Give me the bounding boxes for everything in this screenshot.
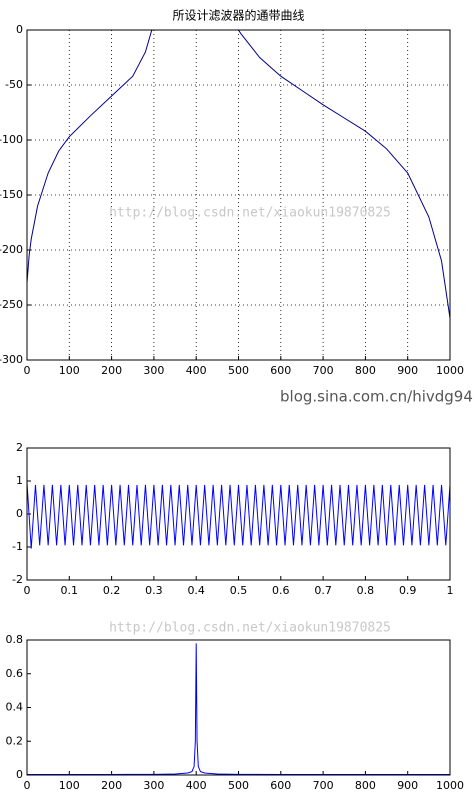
y-tick-label: -250 [0, 298, 23, 311]
x-tick-label: 0.9 [399, 584, 417, 597]
x-tick-label: 300 [143, 364, 164, 377]
x-tick-label: 1 [447, 584, 454, 597]
watermark: http://blog.csdn.net/xiaokun19870825 [109, 621, 391, 636]
y-tick-label: -300 [0, 353, 23, 366]
x-tick-label: 600 [270, 779, 291, 792]
x-tick-label: 0 [24, 584, 31, 597]
y-tick-label: 0.8 [6, 633, 24, 646]
x-tick-label: 900 [397, 364, 418, 377]
x-tick-label: 400 [186, 364, 207, 377]
y-tick-label: -100 [0, 133, 23, 146]
y-tick-label: -1 [12, 540, 23, 553]
axes-box [26, 29, 451, 361]
watermark: blog.sina.com.cn/hivdg94 [280, 388, 473, 406]
y-tick-label: 0.6 [6, 667, 24, 680]
x-tick-label: 200 [101, 364, 122, 377]
x-tick-label: 0 [24, 779, 31, 792]
axes-box [26, 447, 451, 581]
y-tick-label: 0 [16, 768, 23, 781]
data-line [27, 643, 450, 775]
x-tick-label: 0.7 [314, 584, 332, 597]
axes-box [26, 639, 451, 776]
data-line [27, 30, 450, 319]
x-tick-label: 800 [355, 364, 376, 377]
y-tick-label: 2 [16, 441, 23, 454]
x-tick-label: 800 [355, 779, 376, 792]
x-tick-label: 600 [270, 364, 291, 377]
y-tick-label: 0 [16, 23, 23, 36]
chart-title: 所设计滤波器的通带曲线 [172, 8, 304, 23]
x-tick-label: 700 [313, 779, 334, 792]
x-tick-label: 0.4 [187, 584, 205, 597]
x-tick-label: 0.8 [357, 584, 375, 597]
x-tick-label: 1000 [436, 779, 464, 792]
y-tick-label: 0.4 [6, 701, 24, 714]
x-tick-label: 0.1 [61, 584, 79, 597]
y-tick-label: 0.2 [6, 734, 24, 747]
x-tick-label: 500 [228, 779, 249, 792]
y-tick-label: -2 [12, 573, 23, 586]
x-tick-label: 0.5 [230, 584, 248, 597]
x-tick-label: 0.2 [103, 584, 121, 597]
y-tick-label: -200 [0, 243, 23, 256]
y-tick-label: 1 [16, 474, 23, 487]
y-tick-label: 0 [16, 507, 23, 520]
x-tick-label: 100 [59, 779, 80, 792]
x-tick-label: 0.6 [272, 584, 290, 597]
x-tick-label: 400 [186, 779, 207, 792]
x-tick-label: 700 [313, 364, 334, 377]
x-tick-label: 1000 [436, 364, 464, 377]
x-tick-label: 0 [24, 364, 31, 377]
watermark: http://blog.csdn.net/xiaokun19870825 [109, 206, 391, 221]
x-tick-label: 200 [101, 779, 122, 792]
x-tick-label: 0.3 [145, 584, 163, 597]
y-tick-label: -50 [5, 78, 23, 91]
data-line [27, 482, 450, 549]
x-tick-label: 500 [228, 364, 249, 377]
x-tick-label: 900 [397, 779, 418, 792]
y-tick-label: -150 [0, 188, 23, 201]
x-tick-label: 100 [59, 364, 80, 377]
x-tick-label: 300 [143, 779, 164, 792]
